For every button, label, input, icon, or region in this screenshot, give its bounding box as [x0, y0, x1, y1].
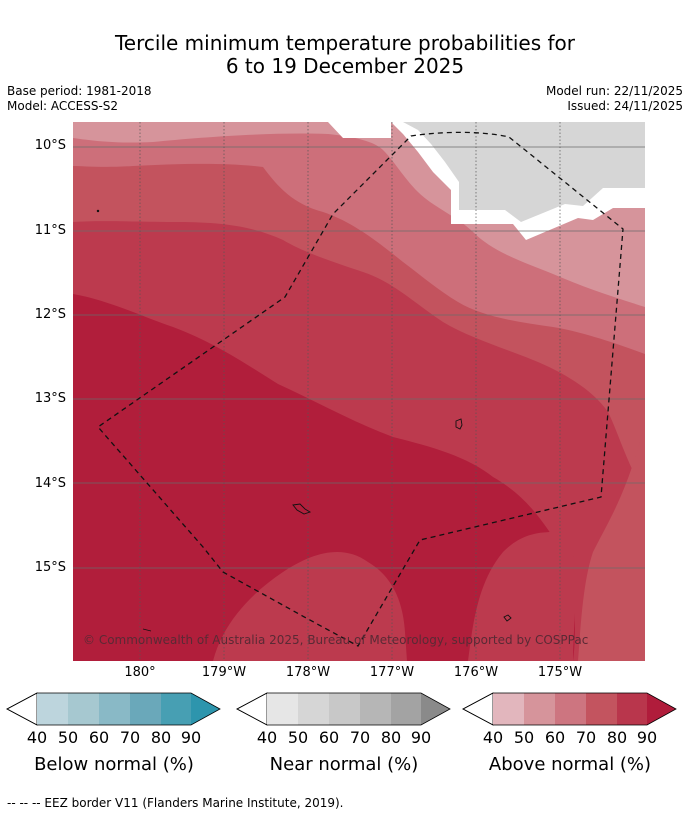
colorbar-below-tick: 50 — [57, 728, 79, 747]
colorbar-below-seg-2 — [68, 693, 99, 725]
model-name: Model: ACCESS-S2 — [7, 99, 119, 113]
colorbar-near-seg-5 — [391, 693, 421, 725]
colorbar-above-tick: 60 — [544, 728, 566, 747]
colorbar-above-seg-1 — [493, 693, 524, 725]
colorbar-above-seg-4 — [586, 693, 617, 725]
issued-date: Issued: 24/11/2025 — [567, 99, 683, 113]
islands — [96, 209, 512, 632]
colorbar-near-high-arrow — [421, 693, 450, 725]
lon-label-180: 180° — [124, 665, 156, 680]
eez-legend-footer: -- -- -- EEZ border V11 (Flanders Marine… — [7, 796, 344, 810]
colorbar-below-seg-4 — [130, 693, 161, 725]
colorbar-above-low-arrow — [462, 692, 494, 726]
colorbar-below — [6, 692, 221, 726]
colorbar-near-tick: 60 — [318, 728, 340, 747]
colorbar-below-tick: 40 — [26, 728, 48, 747]
colorbar-above — [462, 692, 677, 726]
map-panel — [73, 122, 645, 661]
colorbar-above-title: Above normal (%) — [488, 754, 652, 775]
lat-label-12s: 12°S — [34, 307, 66, 322]
map-title: Tercile minimum temperature probabilitie… — [0, 32, 690, 78]
colorbar-near-seg-1 — [267, 693, 298, 725]
island-central — [292, 503, 312, 515]
lon-label-177w: 177°W — [369, 665, 415, 680]
lat-label-13s: 13°S — [34, 391, 66, 406]
colorbar-near-seg-2 — [298, 693, 329, 725]
colorbar-above-seg-3 — [555, 693, 586, 725]
colorbar-below-low-arrow — [6, 692, 38, 726]
island-east — [455, 418, 463, 430]
colorbar-above-outline — [462, 692, 677, 726]
lat-label-10s: 10°S — [34, 138, 66, 153]
lon-label-175w: 175°W — [537, 665, 583, 680]
graticule — [73, 146, 645, 569]
colorbar-near-title: Near normal (%) — [269, 754, 419, 775]
colorbar-below-tick: 70 — [119, 728, 141, 747]
region-above-80-southeast — [468, 532, 576, 661]
island-north-dot — [96, 209, 100, 213]
colorbar-above-tick: 40 — [482, 728, 504, 747]
colorbar-above-seg-5 — [617, 693, 647, 725]
colorbar-below-outline — [6, 692, 221, 726]
lat-label-11s: 11°S — [34, 223, 66, 238]
lat-label-14s: 14°S — [34, 476, 66, 491]
colorbar-near-seg-4 — [360, 693, 391, 725]
title-line-1: Tercile minimum temperature probabilitie… — [114, 31, 576, 55]
meridians — [139, 122, 561, 661]
colorbar-near-tick: 70 — [349, 728, 371, 747]
colorbar-near-outline — [236, 692, 451, 726]
region-above-70-east — [578, 422, 645, 661]
lat-label-15s: 15°S — [34, 560, 66, 575]
meta-right: Model run: 22/11/2025 Issued: 24/11/2025 — [546, 84, 683, 114]
title-line-2: 6 to 19 December 2025 — [225, 54, 465, 78]
colorbar-near-seg-3 — [329, 693, 360, 725]
model-run: Model run: 22/11/2025 — [545, 84, 683, 98]
copyright-text: © Commonwealth of Australia 2025, Bureau… — [83, 633, 589, 647]
lon-label-178w: 178°W — [285, 665, 331, 680]
colorbar-below-tick: 60 — [88, 728, 110, 747]
colorbar-below-tick: 90 — [180, 728, 202, 747]
lon-label-179w: 179°W — [201, 665, 247, 680]
region-above-80-south — [213, 551, 407, 661]
island-southwest — [142, 628, 152, 632]
colorbar-below-seg-1 — [37, 693, 68, 725]
lon-label-176w: 176°W — [453, 665, 499, 680]
colorbar-below-seg-3 — [99, 693, 130, 725]
colorbar-above-tick: 80 — [606, 728, 628, 747]
base-period: Base period: 1981-2018 — [7, 84, 152, 98]
colorbar-above-tick: 90 — [636, 728, 658, 747]
colorbar-below-high-arrow — [191, 693, 220, 725]
colorbar-above-tick: 70 — [575, 728, 597, 747]
colorbar-above-seg-2 — [524, 693, 555, 725]
meta-left: Base period: 1981-2018 Model: ACCESS-S2 — [7, 84, 152, 114]
colorbar-near-low-arrow — [236, 692, 268, 726]
colorbar-below-title: Below normal (%) — [34, 754, 194, 775]
colorbar-near-tick: 40 — [256, 728, 278, 747]
island-southeast — [503, 614, 512, 622]
colorbar-above-high-arrow — [647, 693, 676, 725]
colorbar-above-tick: 50 — [513, 728, 535, 747]
eez-border — [97, 131, 624, 647]
colorbar-near-tick: 50 — [287, 728, 309, 747]
colorbar-near-tick: 90 — [410, 728, 432, 747]
colorbar-below-seg-5 — [161, 693, 191, 725]
colorbar-near — [236, 692, 451, 726]
colorbar-below-tick: 80 — [150, 728, 172, 747]
colorbar-near-tick: 80 — [380, 728, 402, 747]
